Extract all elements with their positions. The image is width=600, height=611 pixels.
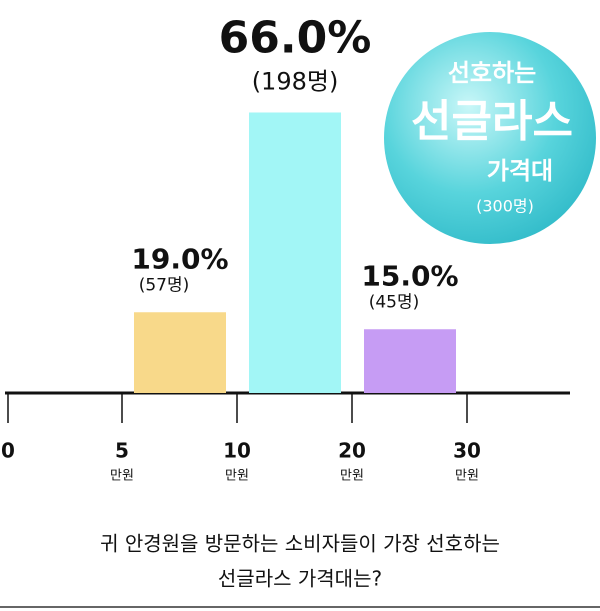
x-unit: 만원 bbox=[340, 469, 364, 484]
caption: 귀 안경원을 방문하는 소비자들이 가장 선호하는 bbox=[100, 532, 500, 556]
badge-text: 선호하는 bbox=[448, 59, 536, 87]
x-tick-label: 30 bbox=[453, 439, 481, 463]
count-label: (57명) bbox=[139, 275, 190, 295]
x-unit: 만원 bbox=[455, 469, 479, 484]
badge-text: (300명) bbox=[476, 197, 534, 216]
bar bbox=[364, 329, 456, 393]
x-tick-label: 20 bbox=[338, 439, 366, 463]
value-label: 66.0% bbox=[219, 13, 372, 64]
count-label: (198명) bbox=[252, 68, 339, 96]
x-tick-label: 0 bbox=[1, 439, 15, 463]
x-unit: 만원 bbox=[110, 469, 134, 484]
count-label: (45명) bbox=[369, 292, 420, 312]
badge-text: 선글라스 bbox=[411, 96, 573, 147]
bar bbox=[134, 312, 226, 393]
x-tick-label: 5 bbox=[115, 439, 129, 463]
value-label: 15.0% bbox=[361, 259, 458, 292]
badge-text: 가격대 bbox=[487, 157, 553, 185]
x-tick-label: 10 bbox=[223, 439, 251, 463]
value-label: 19.0% bbox=[131, 242, 228, 275]
caption: 선글라스 가격대는? bbox=[218, 567, 382, 591]
badge bbox=[384, 32, 596, 244]
x-unit: 만원 bbox=[225, 469, 249, 484]
bar bbox=[249, 112, 341, 393]
